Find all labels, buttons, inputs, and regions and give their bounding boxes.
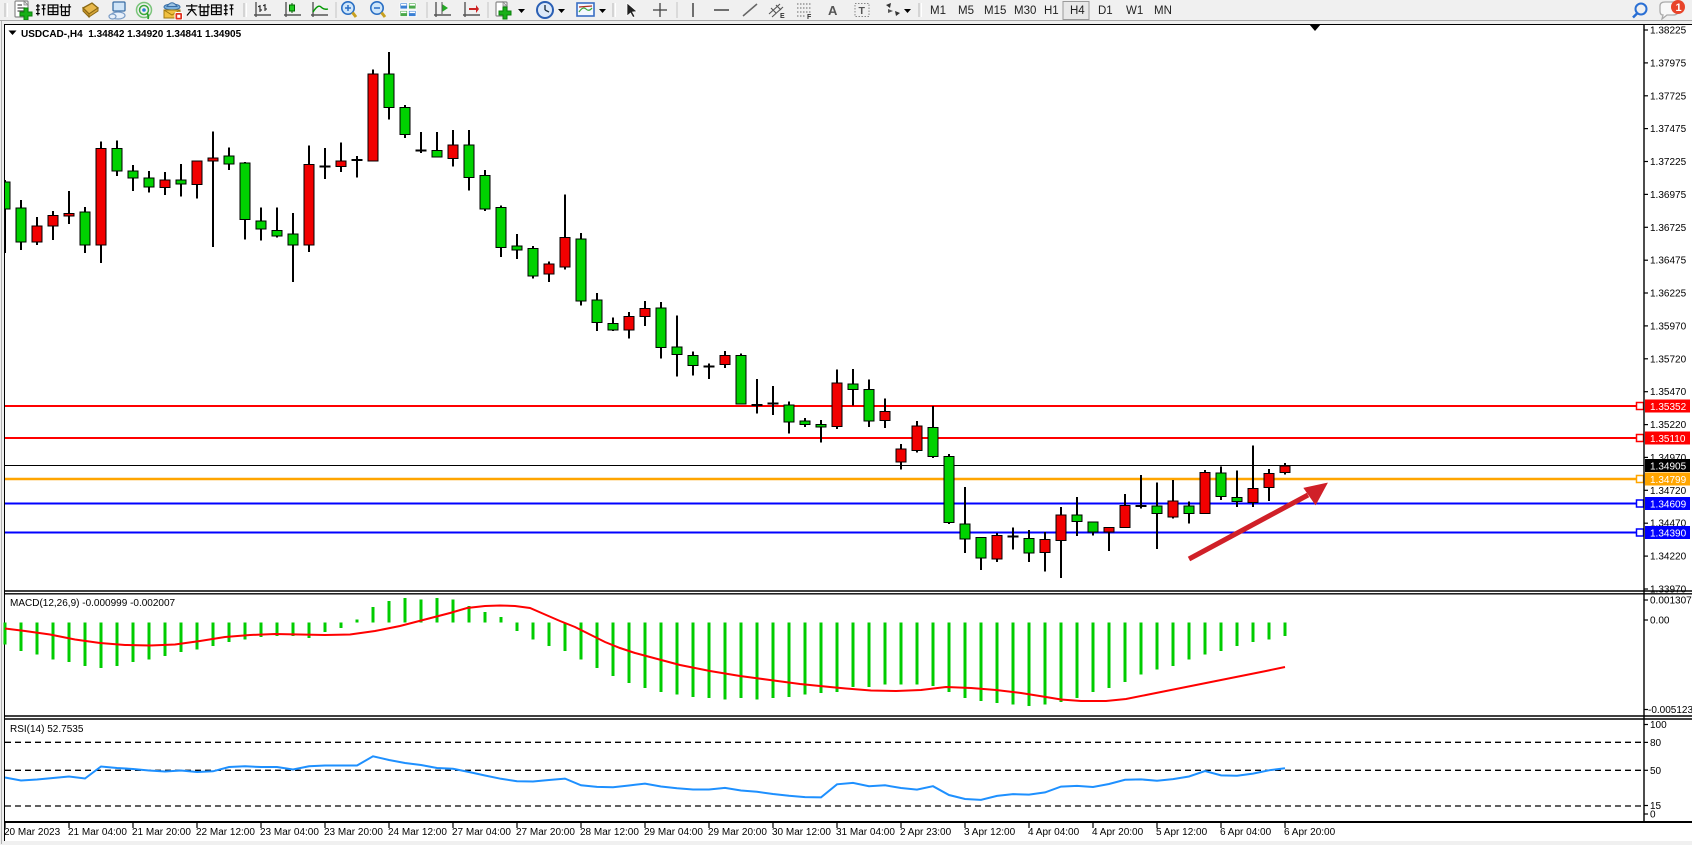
svg-text:E: E	[780, 13, 785, 20]
svg-text:M30: M30	[1014, 5, 1036, 17]
svg-text:W1: W1	[1126, 5, 1143, 17]
svg-text:4 Apr 04:00: 4 Apr 04:00	[1028, 827, 1080, 838]
svg-text:1.35220: 1.35220	[1650, 420, 1687, 431]
svg-text:6 Apr 04:00: 6 Apr 04:00	[1220, 827, 1272, 838]
svg-text:15: 15	[1650, 801, 1662, 812]
svg-text:1.37225: 1.37225	[1650, 157, 1687, 168]
svg-text:M1: M1	[930, 5, 946, 17]
svg-text:0.00: 0.00	[1650, 616, 1670, 627]
svg-text:1.35110: 1.35110	[1650, 434, 1686, 445]
svg-text:4 Apr 20:00: 4 Apr 20:00	[1092, 827, 1144, 838]
svg-text:H4: H4	[1070, 5, 1085, 17]
svg-text:27 Mar 04:00: 27 Mar 04:00	[452, 827, 511, 838]
svg-text:1.34220: 1.34220	[1650, 552, 1687, 563]
svg-text:1.36475: 1.36475	[1650, 256, 1687, 267]
svg-text:24 Mar 12:00: 24 Mar 12:00	[388, 827, 447, 838]
svg-text:1.35970: 1.35970	[1650, 321, 1687, 332]
svg-text:3 Apr 12:00: 3 Apr 12:00	[964, 827, 1016, 838]
svg-text:100: 100	[1650, 720, 1667, 731]
svg-text:1.34390: 1.34390	[1650, 529, 1687, 540]
svg-text:21 Mar 04:00: 21 Mar 04:00	[68, 827, 127, 838]
svg-text:1.36725: 1.36725	[1650, 223, 1687, 234]
svg-text:T: T	[859, 5, 866, 17]
svg-text:1.35352: 1.35352	[1650, 402, 1687, 413]
svg-text:1.37475: 1.37475	[1650, 124, 1687, 135]
svg-text:31 Mar 04:00: 31 Mar 04:00	[836, 827, 895, 838]
svg-text:1.34905: 1.34905	[1650, 462, 1687, 473]
svg-text:1: 1	[1676, 2, 1682, 14]
svg-text:22 Mar 12:00: 22 Mar 12:00	[196, 827, 255, 838]
svg-text:23 Mar 04:00: 23 Mar 04:00	[260, 827, 319, 838]
svg-text:21 Mar 20:00: 21 Mar 20:00	[132, 827, 191, 838]
svg-text:20 Mar 2023: 20 Mar 2023	[4, 827, 61, 838]
svg-text:1.37975: 1.37975	[1650, 58, 1687, 69]
svg-text:6 Apr 20:00: 6 Apr 20:00	[1284, 827, 1336, 838]
svg-text:M15: M15	[984, 5, 1006, 17]
svg-text:50: 50	[1650, 766, 1662, 777]
svg-text:30 Mar 12:00: 30 Mar 12:00	[772, 827, 831, 838]
svg-text:D1: D1	[1098, 5, 1113, 17]
svg-text:F: F	[807, 14, 812, 20]
svg-text:2 Apr 23:00: 2 Apr 23:00	[900, 827, 952, 838]
svg-text:1.35470: 1.35470	[1650, 387, 1687, 398]
svg-text:RSI(14) 52.7535: RSI(14) 52.7535	[10, 724, 84, 735]
svg-text:1.34609: 1.34609	[1650, 500, 1687, 511]
svg-text:1.36975: 1.36975	[1650, 190, 1687, 201]
svg-text:28 Mar 12:00: 28 Mar 12:00	[580, 827, 639, 838]
svg-text:1.35720: 1.35720	[1650, 354, 1687, 365]
svg-text:23 Mar 20:00: 23 Mar 20:00	[324, 827, 383, 838]
svg-text:1.34799: 1.34799	[1650, 475, 1687, 486]
svg-text:-0.005123: -0.005123	[1648, 705, 1692, 716]
svg-text:M5: M5	[958, 5, 974, 17]
svg-text:1.36225: 1.36225	[1650, 289, 1687, 300]
svg-text:29 Mar 20:00: 29 Mar 20:00	[708, 827, 767, 838]
svg-text:1.34470: 1.34470	[1650, 519, 1687, 530]
svg-text:H1: H1	[1044, 5, 1059, 17]
svg-text:5 Apr 12:00: 5 Apr 12:00	[1156, 827, 1208, 838]
svg-text:A: A	[828, 3, 838, 18]
svg-text:MACD(12,26,9) -0.000999 -0.002: MACD(12,26,9) -0.000999 -0.002007	[10, 598, 176, 609]
svg-text:29 Mar 04:00: 29 Mar 04:00	[644, 827, 703, 838]
svg-text:1.37725: 1.37725	[1650, 91, 1687, 102]
svg-text:27 Mar 20:00: 27 Mar 20:00	[516, 827, 575, 838]
svg-text:0.001307: 0.001307	[1650, 596, 1692, 607]
svg-text:1.34970: 1.34970	[1650, 453, 1687, 464]
svg-text:1.33970: 1.33970	[1650, 585, 1687, 596]
svg-text:USDCAD-,H4 1.34842 1.34920 1.: USDCAD-,H4 1.34842 1.34920 1.34841 1.349…	[21, 29, 242, 40]
svg-text:1.38225: 1.38225	[1650, 26, 1687, 37]
svg-text:80: 80	[1650, 738, 1662, 749]
svg-text:MN: MN	[1154, 5, 1172, 17]
svg-text:0: 0	[1650, 810, 1656, 821]
svg-text:1.34720: 1.34720	[1650, 486, 1687, 497]
